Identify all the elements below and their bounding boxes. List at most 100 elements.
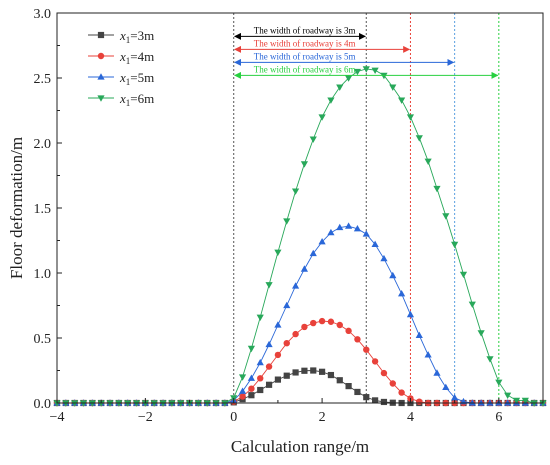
series-3-point <box>442 383 450 390</box>
series-3 <box>53 222 547 406</box>
series-1-point <box>354 388 361 396</box>
series-4-point <box>424 158 432 165</box>
series-4-point <box>477 330 485 337</box>
series-3-point <box>504 399 512 406</box>
series-4-line <box>57 68 543 404</box>
series-4-point <box>327 97 335 104</box>
series-1-point <box>274 376 282 383</box>
roadway-label-4: The width of roadway is 6m <box>254 64 356 74</box>
series-3-point <box>256 358 264 366</box>
series-4-point <box>371 67 379 74</box>
series-3-point <box>468 399 476 406</box>
series-2-point <box>354 336 361 343</box>
series-4-point <box>221 400 229 407</box>
series-4-point <box>415 135 423 142</box>
series-3-point <box>300 265 309 272</box>
series-2-point <box>327 318 335 325</box>
series-4-point <box>486 356 494 363</box>
series-4-point <box>451 241 459 249</box>
series-4-point <box>539 400 547 407</box>
legend: x1=3m x1=4m x1=5m x1=6m <box>88 28 154 108</box>
legend-marker <box>97 95 105 102</box>
series-1-point <box>283 372 290 379</box>
series-3-point <box>433 369 441 376</box>
roadway-label-3: The width of roadway is 5m <box>254 51 356 61</box>
series-3-point <box>238 387 247 394</box>
series-4-point <box>265 282 273 289</box>
series-3-point <box>283 301 291 309</box>
legend-label: x1=5m <box>119 70 154 87</box>
series-2-point <box>398 389 405 396</box>
y-tick-label: 2.0 <box>34 137 52 152</box>
y-tick-label: 1.5 <box>34 202 52 217</box>
y-axis-title: Floor deformation/m <box>7 137 26 279</box>
series-4-point <box>168 400 176 407</box>
legend-label: x1=6m <box>119 91 154 108</box>
series-2-point <box>239 393 246 400</box>
series-3-point <box>415 331 423 338</box>
series-3-point <box>291 282 300 289</box>
series-1-point <box>336 377 343 384</box>
series-4-point <box>194 400 202 407</box>
series-4-point <box>274 249 282 256</box>
series-3-point <box>477 399 485 406</box>
series-4-point <box>433 185 441 193</box>
series-4-point <box>256 314 264 321</box>
series-2-point <box>363 346 370 353</box>
series-3-point <box>265 340 273 348</box>
series-2-point <box>345 327 352 335</box>
y-tick-label: 1.0 <box>34 267 52 282</box>
series-4-point <box>504 392 512 399</box>
series-1-point <box>301 367 308 374</box>
series-4-point <box>238 374 247 381</box>
series-1-point <box>327 371 335 379</box>
series-2-point <box>265 363 273 370</box>
series-3-point <box>327 228 335 236</box>
series-4-point <box>185 400 194 407</box>
series-1-point <box>265 381 273 388</box>
series-2-point <box>248 385 255 392</box>
series-4-point <box>159 400 167 407</box>
legend-label: x1=3m <box>119 28 154 45</box>
series-3-line <box>57 225 543 404</box>
x-tick-label: −2 <box>138 410 153 425</box>
series-2 <box>53 317 547 407</box>
series-3-point <box>247 374 255 381</box>
series-4-point <box>212 400 220 407</box>
series-3-point <box>309 249 317 257</box>
series-4 <box>53 66 547 407</box>
series-4-point <box>97 400 105 407</box>
series-4-point <box>336 84 344 91</box>
series-4-point <box>106 400 114 407</box>
series-2-point <box>310 319 317 327</box>
series-4-point <box>115 400 123 407</box>
series-1-point <box>310 367 317 374</box>
series-4-point <box>512 397 521 405</box>
series-4-point <box>468 301 476 308</box>
series-1-point <box>380 398 388 406</box>
legend-label: x1=4m <box>119 49 154 66</box>
legend-item-2: x1=4m <box>88 49 154 66</box>
series-4-point <box>398 97 406 104</box>
x-tick-label: 6 <box>495 410 502 425</box>
x-axis-title: Calculation range/m <box>231 437 369 456</box>
series-1-point <box>248 392 255 399</box>
series-4-point <box>442 213 450 220</box>
series-4-point <box>141 400 149 407</box>
series-4-point <box>88 400 96 407</box>
series-2-point <box>416 398 423 405</box>
series-2-point <box>257 375 264 382</box>
series-2-point <box>301 323 308 331</box>
legend-marker <box>97 52 105 60</box>
series-3-point <box>274 321 282 328</box>
series-2-point <box>318 317 326 325</box>
series-4-point <box>318 114 326 121</box>
series-4-point <box>362 66 370 73</box>
series-1-point <box>363 394 370 401</box>
series-4-point <box>79 400 88 407</box>
series-4-point <box>124 400 132 407</box>
series-1-point <box>292 369 299 376</box>
series-layer <box>53 66 547 407</box>
series-4-point <box>309 136 317 143</box>
